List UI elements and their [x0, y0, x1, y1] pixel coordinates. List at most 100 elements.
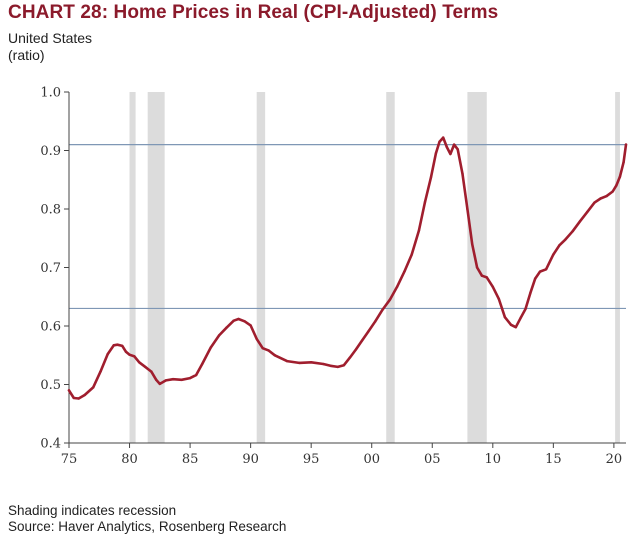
- data-point: [466, 207, 469, 211]
- data-point: [309, 361, 313, 364]
- data-point: [366, 330, 370, 334]
- series-group: [67, 136, 628, 400]
- data-point: [503, 316, 507, 319]
- data-point: [429, 175, 433, 179]
- x-tick-label: 85: [182, 452, 199, 467]
- data-point: [138, 361, 141, 364]
- data-point: [533, 277, 537, 280]
- data-point: [395, 285, 399, 289]
- data-point: [67, 389, 71, 392]
- data-point: [611, 190, 614, 193]
- data-point: [133, 355, 136, 358]
- source-note: Source: Haver Analytics, Rosenberg Resea…: [8, 519, 287, 534]
- data-point: [354, 348, 358, 351]
- data-point: [452, 143, 456, 146]
- data-point: [615, 184, 618, 187]
- recession-band-0: [129, 92, 136, 443]
- data-point: [285, 359, 289, 363]
- data-point: [381, 308, 384, 311]
- data-point: [77, 397, 80, 400]
- x-tick-label: 20: [606, 452, 623, 467]
- data-point: [480, 274, 484, 277]
- subtitle-unit: (ratio): [8, 47, 45, 63]
- data-point: [255, 337, 258, 341]
- data-point: [552, 253, 555, 256]
- data-point: [329, 364, 332, 367]
- chart-title: CHART 28: Home Prices in Real (CPI-Adjus…: [8, 2, 499, 23]
- recession-band-2: [256, 92, 266, 443]
- data-point: [232, 319, 235, 322]
- data-point: [150, 370, 153, 373]
- data-point: [497, 297, 501, 301]
- data-point: [106, 352, 109, 356]
- recession-note: Shading indicates recession: [8, 503, 177, 518]
- data-point: [200, 362, 204, 366]
- data-point: [72, 396, 76, 400]
- recession-band-5: [615, 92, 620, 443]
- data-point: [273, 354, 277, 357]
- data-point: [593, 201, 596, 204]
- data-point: [360, 339, 364, 342]
- data-point: [491, 285, 495, 289]
- data-point: [336, 365, 340, 369]
- data-point: [348, 356, 352, 359]
- data-point: [571, 230, 574, 233]
- data-point: [194, 373, 198, 377]
- data-point: [128, 353, 131, 356]
- data-point: [524, 307, 527, 311]
- recession-band-1: [147, 92, 165, 443]
- data-point: [438, 140, 441, 143]
- data-point: [112, 344, 116, 347]
- data-point: [410, 253, 413, 256]
- data-point: [558, 244, 561, 247]
- data-point: [519, 316, 522, 320]
- recession-band-3: [386, 92, 395, 443]
- chart-subtitle: United States (ratio): [8, 30, 92, 64]
- data-point: [509, 323, 513, 327]
- data-point: [586, 210, 589, 214]
- y-tick-label: 0.7: [40, 261, 61, 276]
- data-point: [99, 370, 102, 373]
- data-point: [544, 268, 548, 271]
- data-point: [403, 270, 406, 273]
- data-point: [116, 343, 119, 346]
- data-point: [599, 197, 602, 200]
- axes: 0.4 0.5 0.6 0.7 0.8 0.9 1.0 75 80 85 90 95 00 05 10 15 2…: [40, 86, 626, 467]
- data-point: [225, 326, 228, 329]
- subtitle-region: United States: [8, 30, 93, 46]
- y-tick-label: 0.6: [40, 320, 61, 335]
- y-tick-label: 1.0: [40, 86, 61, 101]
- data-point: [261, 347, 264, 350]
- y-tick-label: 0.8: [40, 203, 61, 218]
- data-point: [171, 378, 175, 381]
- x-tick-label: 95: [303, 452, 320, 467]
- data-point: [388, 298, 392, 301]
- data-point: [154, 378, 158, 382]
- data-point: [297, 361, 301, 365]
- data-point: [188, 376, 192, 380]
- data-point: [514, 325, 518, 329]
- data-point: [564, 238, 567, 241]
- data-point: [475, 266, 479, 269]
- data-point: [434, 152, 438, 155]
- data-point: [538, 270, 542, 273]
- data-point: [461, 172, 464, 176]
- data-point: [618, 175, 622, 179]
- data-point: [209, 346, 212, 349]
- data-point: [92, 386, 95, 389]
- x-tick-label: 75: [61, 452, 78, 467]
- reference-lines: [69, 144, 626, 310]
- y-tick-label: 0.9: [40, 144, 61, 159]
- data-point: [471, 242, 474, 246]
- data-point: [417, 229, 421, 232]
- data-point: [622, 161, 625, 164]
- data-point: [485, 276, 488, 279]
- data-point: [243, 320, 246, 323]
- data-point: [158, 382, 162, 386]
- data-point: [83, 393, 86, 397]
- data-point: [180, 378, 183, 382]
- x-tick-label: 15: [545, 452, 562, 467]
- data-point: [217, 334, 221, 337]
- data-point: [441, 136, 445, 139]
